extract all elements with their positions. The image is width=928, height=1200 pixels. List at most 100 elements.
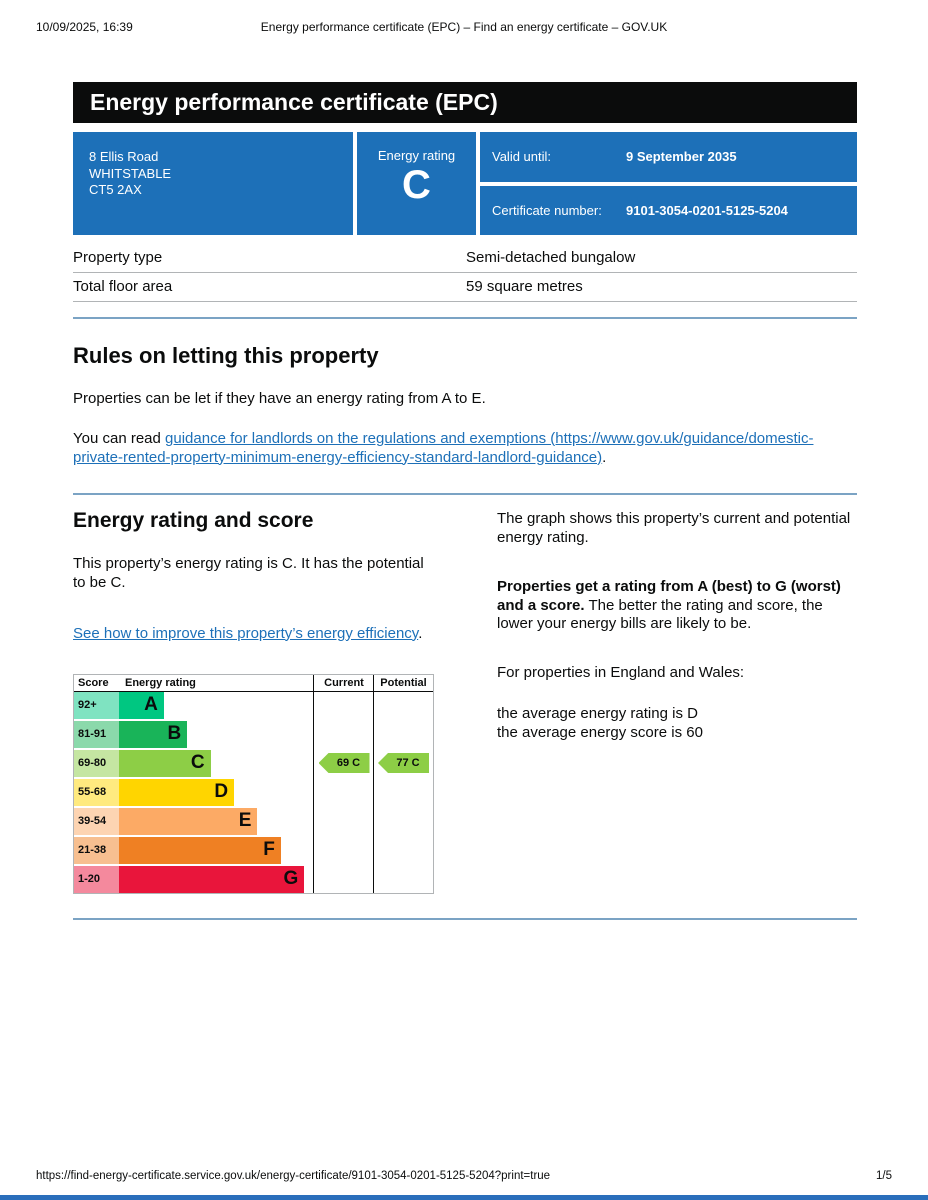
epc-band-bar-area: F [119,836,314,864]
landlord-guidance-link[interactable]: guidance for landlords on the regulation… [73,429,814,466]
valid-until-label: Valid until: [492,149,552,165]
certificate-number-value: 9101-3054-0201-5125-5204 [626,202,788,218]
epc-current-arrow: 69 C [318,753,370,773]
epc-potential-cell [374,692,433,719]
certificate-summary: 8 Ellis Road WHITSTABLE CT5 2AX Energy r… [73,132,857,235]
energy-rating-label: Energy rating [377,148,456,163]
epc-chart: Score Energy rating Current Potential 92… [73,673,434,894]
epc-band-row-f: 21-38 F [74,836,433,864]
section-divider [73,317,857,319]
epc-header-rating: Energy rating [125,676,196,689]
epc-current-cell: 69 C [314,750,374,777]
epc-band-row-c: 69-80 C 69 C 77 C [74,749,433,777]
epc-band-score: 55-68 [74,778,119,806]
table-row: Total floor area 59 square metres [73,273,857,302]
rating-heading: Energy rating and score [73,509,314,533]
epc-band-score: 21-38 [74,836,119,864]
improve-link-suffix: . [418,624,423,642]
epc-band-bar-area: D [119,778,314,806]
certificate-page: Energy performance certificate (EPC) 8 E… [73,82,857,920]
page-title: Energy performance certificate (EPC) [90,89,498,115]
epc-potential-cell [374,866,433,893]
epc-band-score: 81-91 [74,720,119,748]
rules-section: Rules on letting this property Propertie… [73,343,857,467]
property-details-table: Property type Semi-detached bungalow Tot… [73,244,857,302]
epc-chart-vline-potential [373,674,374,893]
floor-area-label: Total floor area [73,278,173,295]
window-bottom-edge [0,1195,928,1200]
epc-chart-header: Score Energy rating Current Potential [74,675,433,692]
epc-band-bar-b: B [119,720,188,748]
epc-band-bar-area: G [119,865,314,893]
average-rating-line: the average energy rating is D [497,704,698,722]
energy-rating-value: C [402,163,431,207]
certificate-number-label: Certificate number: [492,202,602,218]
epc-band-bar-area: E [119,807,314,835]
rating-left-column: Energy rating and score This property’s … [73,509,434,894]
epc-band-bar-f: F [119,836,281,864]
summary-right-column: Valid until: 9 September 2035 Certificat… [480,132,857,235]
epc-band-score: 1-20 [74,865,119,893]
epc-potential-cell: 77 C [374,750,433,777]
energy-rating-box: Energy rating C [357,132,476,235]
address-line-3: CT5 2AX [89,182,142,198]
epc-potential-cell [374,808,433,835]
average-score-line: the average energy score is 60 [497,723,703,741]
epc-band-bar-d: D [119,778,235,806]
table-row: Property type Semi-detached bungalow [73,244,857,273]
rating-explainer-paragraph: Properties get a rating from A (best) to… [497,578,857,634]
valid-until-value: 9 September 2035 [626,149,737,165]
improve-link-wrap: See how to improve this property’s energ… [73,625,434,644]
improve-efficiency-link[interactable]: See how to improve this property’s energ… [73,624,419,642]
epc-current-cell [314,808,374,835]
epc-potential-cell [374,779,433,806]
rating-summary-paragraph: This property’s energy rating is C. It h… [73,555,424,591]
epc-band-row-e: 39-54 E [74,807,433,835]
epc-band-bar-area: C [119,749,314,777]
section-divider [73,917,857,920]
rules-paragraph-1: Properties can be let if they have an en… [73,390,486,407]
certificate-number-box: Certificate number: 9101-3054-0201-5125-… [480,185,857,235]
epc-current-cell [314,692,374,719]
epc-band-row-a: 92+ A [74,691,433,719]
epc-potential-arrow: 77 C [378,753,429,773]
print-footer-page-number: 1/5 [876,1170,892,1182]
epc-potential-cell [374,721,433,748]
print-footer-url: https://find-energy-certificate.service.… [36,1170,551,1182]
epc-band-score: 92+ [74,691,119,719]
epc-header-potential: Potential [380,676,427,689]
rating-explainer-rest: The better the rating and score, the low… [497,596,823,633]
epc-band-row-d: 55-68 D [74,778,433,806]
print-header: 10/09/2025, 16:39 Energy performance cer… [0,20,928,36]
floor-area-value: 59 square metres [466,278,583,295]
epc-current-cell [314,837,374,864]
address-line-2: WHITSTABLE [89,165,172,181]
epc-potential-cell [374,837,433,864]
guidance-text-prefix: You can read [73,429,166,447]
page-title-banner: Energy performance certificate (EPC) [73,82,857,123]
rules-paragraph-2: You can read guidance for landlords on t… [73,430,857,468]
epc-band-bar-g: G [119,865,305,893]
section-divider [73,493,857,496]
print-datetime: 10/09/2025, 16:39 [36,20,133,34]
address-line-1: 8 Ellis Road [89,149,159,164]
epc-current-cell [314,779,374,806]
rules-heading: Rules on letting this property [73,343,379,368]
epc-band-bar-area: B [119,720,314,748]
epc-band-bar-area: A [119,691,314,719]
guidance-text-suffix: . [602,448,607,466]
valid-until-box: Valid until: 9 September 2035 [480,132,857,182]
epc-chart-vline-current [313,674,314,893]
epc-band-score: 69-80 [74,749,119,777]
epc-band-bar-a: A [119,691,164,719]
print-footer: https://find-energy-certificate.service.… [0,1170,928,1184]
property-type-label: Property type [73,249,163,266]
epc-band-row-b: 81-91 B [74,720,433,748]
epc-current-cell [314,866,374,893]
epc-header-current: Current [324,676,364,689]
property-address: 8 Ellis Road WHITSTABLE CT5 2AX [73,132,353,235]
epc-band-rows: 92+ A 81-91 B 69-80 C 69 C 77 C 55-68 D 39-54 E 21-3… [74,691,433,893]
rating-right-column: The graph shows this property’s current … [497,509,857,893]
energy-rating-section: Energy rating and score This property’s … [73,509,857,894]
